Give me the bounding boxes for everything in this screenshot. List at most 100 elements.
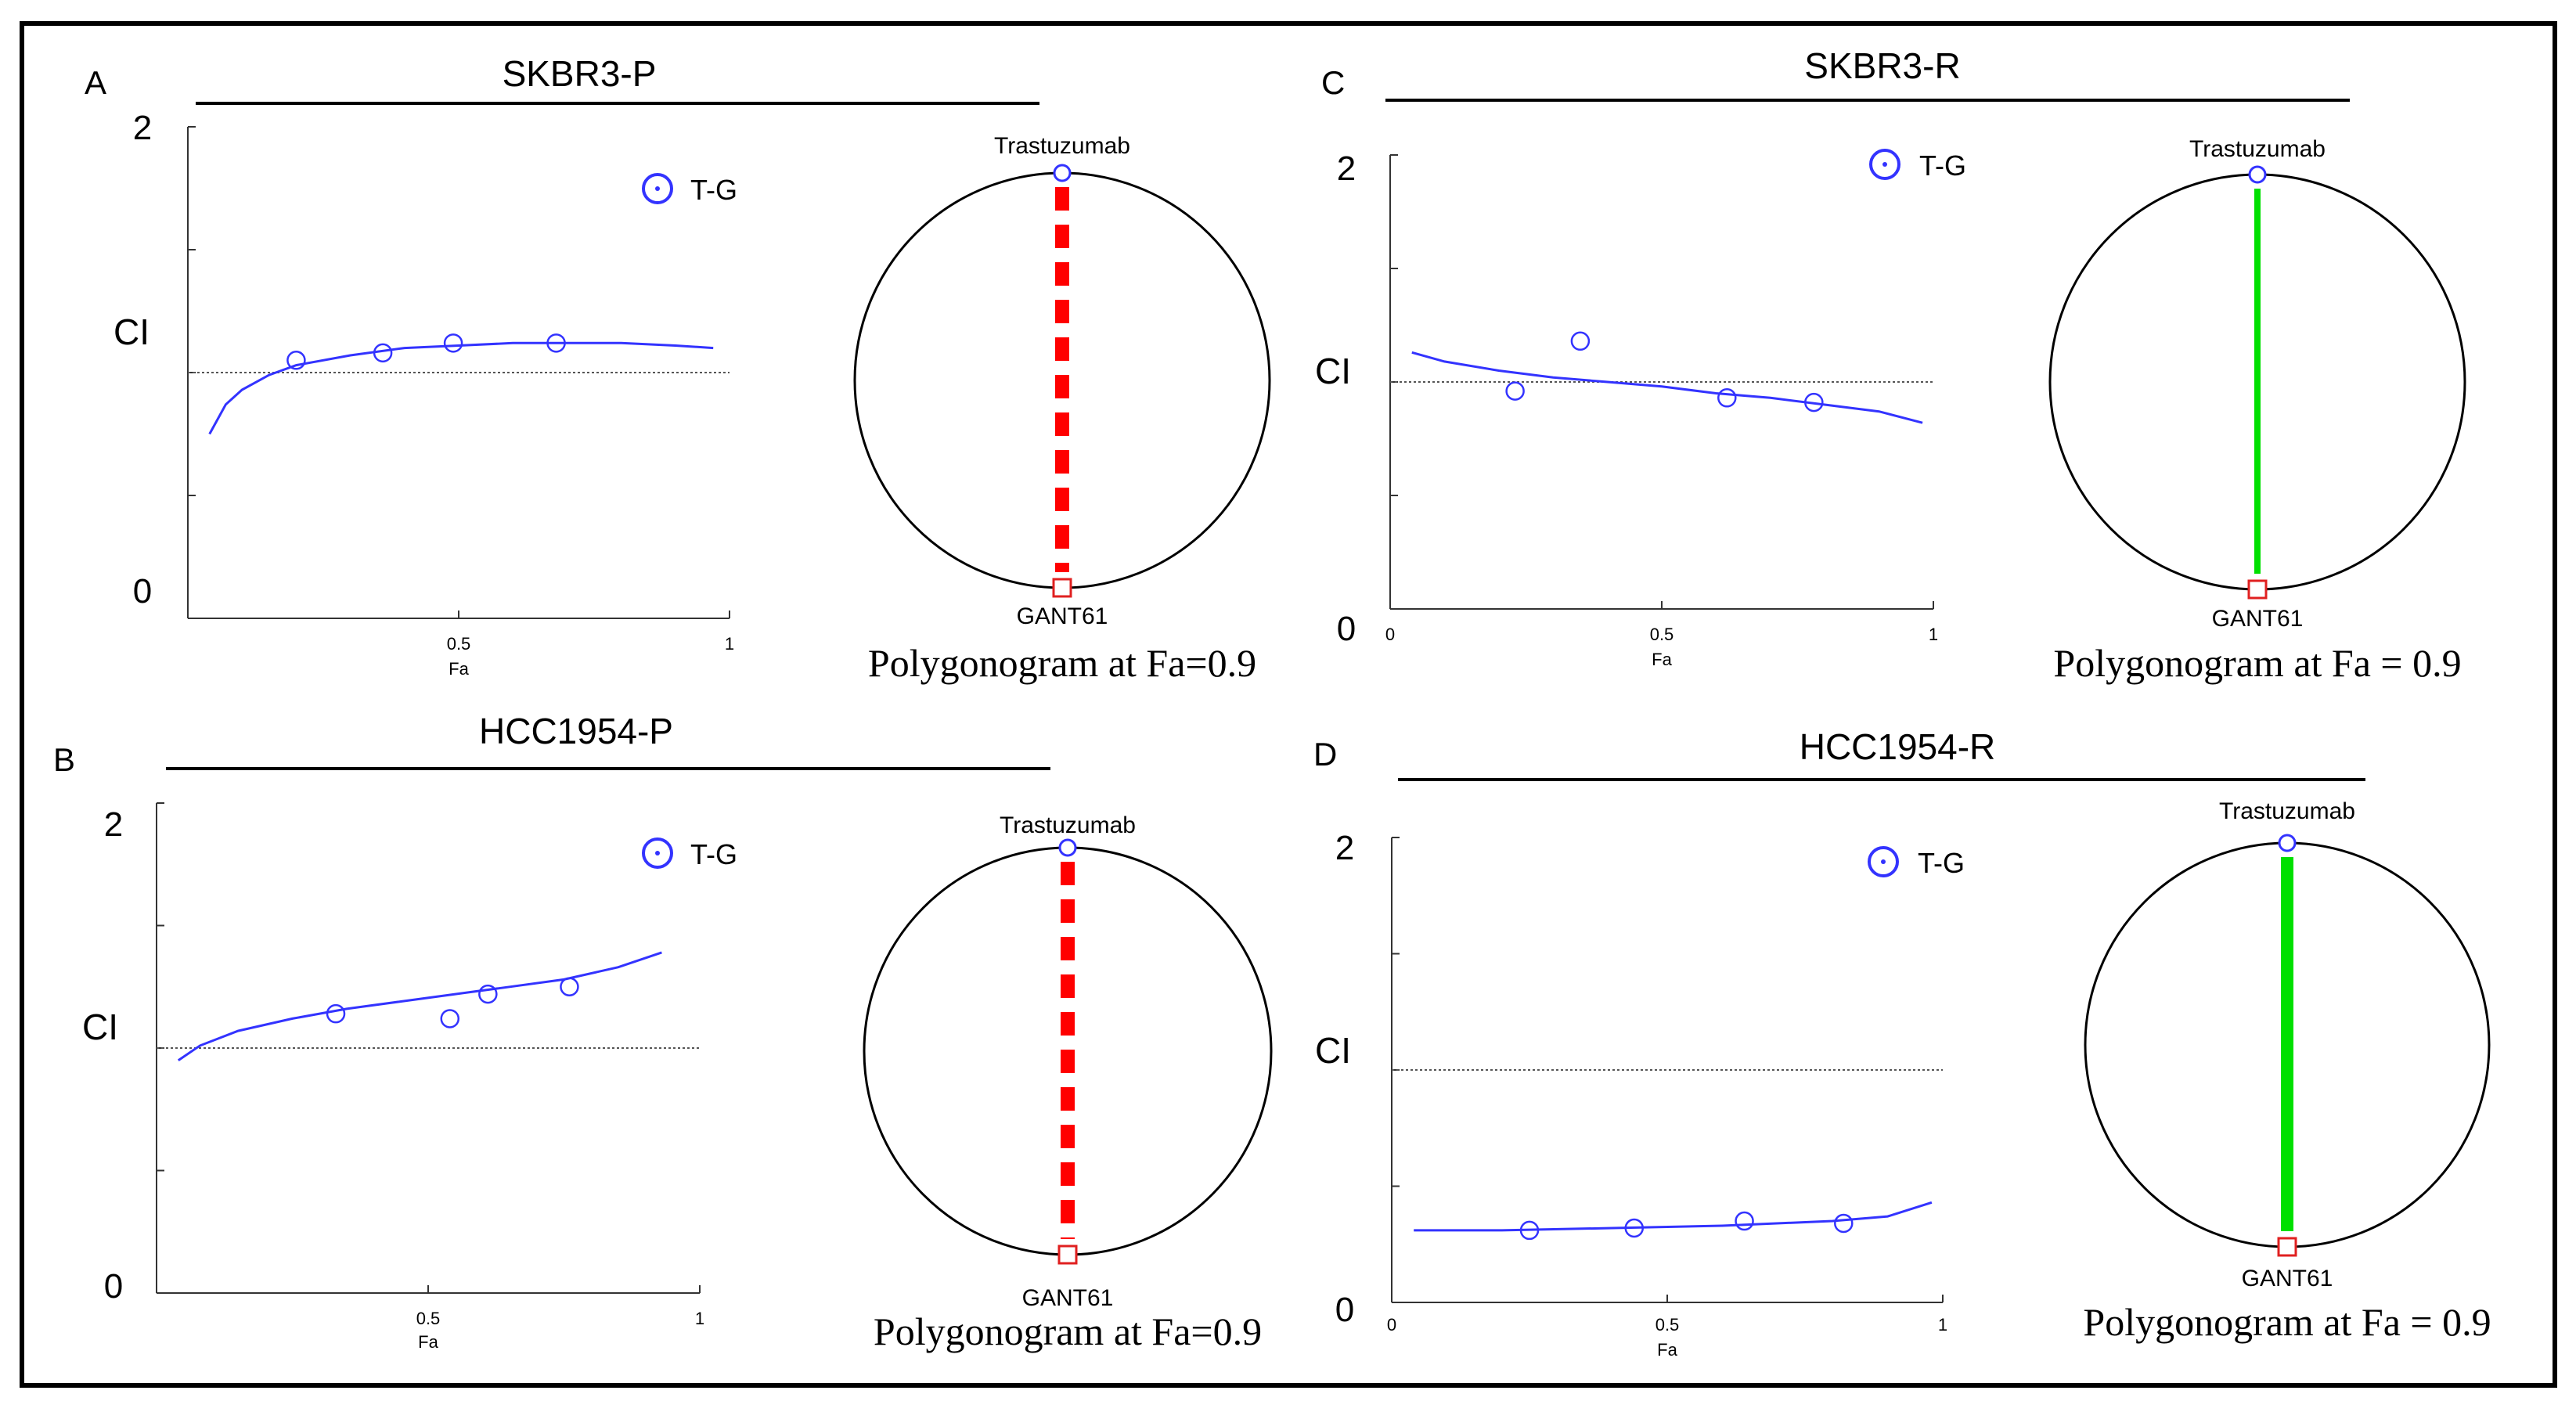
x-tick-label: 0 [1387, 1315, 1396, 1335]
x-axis-label: Fa [449, 659, 469, 679]
panel-letter: A [85, 64, 106, 101]
legend-marker-dot [655, 851, 660, 855]
x-axis-label: Fa [1652, 650, 1672, 669]
gant61-node [1057, 1245, 1078, 1265]
legend-marker-dot [1882, 162, 1887, 167]
polygonogram: Trastuzumab GANT61 Polygonogram at Fa = 0.… [2083, 798, 2491, 1344]
legend-label: T-G [1919, 149, 1966, 182]
panel-d: D HCC1954-R 2 0 CI 0 0.5 1 Fa T-G Trastuzumab GA… [1313, 726, 2491, 1360]
legend-marker [642, 837, 673, 869]
data-point [373, 343, 393, 363]
data-point [1717, 388, 1737, 408]
gant61-node [1052, 578, 1072, 598]
legend-marker [1868, 846, 1899, 877]
x-tick-label: 0.5 [1650, 625, 1674, 644]
data-point [443, 333, 463, 353]
panel-title: HCC1954-P [479, 711, 673, 751]
x-tick-label: 1 [695, 1309, 704, 1328]
x-axis-label: Fa [1657, 1340, 1677, 1360]
y-tick-label: 0 [104, 1267, 123, 1306]
legend-marker-dot [655, 186, 660, 191]
gant61-node [2247, 579, 2268, 600]
fit-curve [1411, 351, 1923, 424]
legend-label: T-G [690, 174, 737, 206]
trastuzumab-node [2248, 165, 2267, 184]
x-tick-label: 0.5 [447, 634, 471, 654]
polygonogram-top-label: Trastuzumab [2189, 136, 2326, 162]
legend-label: T-G [1918, 847, 1965, 879]
y-axis-label: CI [1315, 351, 1351, 391]
legend-label: T-G [690, 838, 737, 870]
legend-marker [1869, 149, 1900, 180]
polygonogram-top-label: Trastuzumab [2219, 798, 2355, 824]
data-point [1735, 1211, 1754, 1231]
data-point [560, 977, 579, 996]
x-tick-label: 1 [1929, 625, 1938, 644]
polygonogram-bottom-label: GANT61 [1022, 1285, 1114, 1311]
trastuzumab-node [2278, 834, 2297, 852]
x-tick-label: 0.5 [416, 1309, 441, 1328]
polygonogram-bottom-label: GANT61 [2212, 606, 2304, 632]
x-tick-label: 1 [725, 634, 734, 654]
panel-title: SKBR3-P [503, 53, 657, 94]
data-point [440, 1009, 460, 1028]
y-tick-label: 0 [133, 572, 152, 611]
x-tick-label: 0.5 [1655, 1315, 1680, 1335]
ci-chart: 2 0 CI 0.5 1 Fa T-G [113, 109, 737, 679]
panel-title: HCC1954-R [1800, 726, 1996, 767]
trastuzumab-node [1053, 164, 1072, 182]
polygonogram-caption: Polygonogram at Fa = 0.9 [2053, 641, 2461, 685]
ci-chart: 2 0 CI 0 0.5 1 Fa T-G [1315, 829, 1965, 1360]
panel-letter: B [53, 741, 75, 778]
data-point [478, 984, 498, 1004]
polygonogram-caption: Polygonogram at Fa=0.9 [868, 641, 1256, 685]
panel-b: B HCC1954-P 2 0 CI 0.5 1 Fa T-G Trastuzumab GAN… [53, 711, 1273, 1353]
y-tick-label: 2 [1335, 829, 1354, 867]
y-axis-label: CI [1315, 1030, 1351, 1071]
data-point [1505, 381, 1525, 401]
panel-c: C SKBR3-R 2 0 CI 0 0.5 1 Fa T-G Trastuzumab GANT… [1315, 45, 2466, 685]
figure-frame [20, 21, 2557, 1388]
data-point [326, 1003, 346, 1024]
y-tick-label: 0 [1335, 1291, 1354, 1329]
polygonogram-bottom-label: GANT61 [2242, 1266, 2333, 1291]
data-point [1834, 1213, 1854, 1234]
y-axis-label: CI [82, 1007, 118, 1047]
panel-letter: C [1321, 64, 1345, 101]
polygonogram-caption: Polygonogram at Fa = 0.9 [2083, 1300, 2491, 1344]
data-point [1804, 392, 1824, 412]
data-point [1519, 1220, 1540, 1241]
panel-letter: D [1313, 736, 1337, 773]
y-axis-label: CI [113, 312, 150, 352]
data-point [546, 333, 566, 353]
fit-curve [1414, 1201, 1933, 1232]
polygonogram-bottom-label: GANT61 [1017, 603, 1108, 629]
ci-chart: 2 0 CI 0 0.5 1 Fa T-G [1315, 149, 1966, 669]
fit-curve [208, 341, 714, 435]
polygonogram: Trastuzumab GANT61 Polygonogram at Fa = 0.… [2048, 136, 2466, 685]
x-axis-label: Fa [418, 1332, 438, 1352]
x-tick-label: 0 [1385, 625, 1395, 644]
legend-marker [642, 173, 673, 204]
polygonogram: Trastuzumab GANT61 Polygonogram at Fa=0.9 [853, 133, 1271, 685]
y-tick-label: 2 [1337, 149, 1356, 188]
ci-chart: 2 0 CI 0.5 1 Fa T-G [82, 802, 737, 1352]
legend-marker-dot [1881, 859, 1886, 864]
data-point [1624, 1218, 1645, 1238]
y-tick-label: 2 [133, 109, 152, 147]
panel-a: A SKBR3-P 2 0 CI 0.5 1 Fa T-G Trastuzumab GANT6… [85, 53, 1271, 685]
polygonogram-caption: Polygonogram at Fa=0.9 [874, 1309, 1262, 1353]
data-point [1570, 331, 1591, 351]
x-tick-label: 1 [1938, 1315, 1947, 1335]
y-tick-label: 2 [104, 805, 123, 844]
polygonogram-top-label: Trastuzumab [1000, 812, 1136, 838]
data-point [286, 351, 306, 370]
fit-curve [177, 951, 662, 1061]
gant61-node [2277, 1237, 2297, 1257]
trastuzumab-node [1058, 838, 1077, 857]
panel-title: SKBR3-R [1804, 45, 1960, 86]
y-tick-label: 0 [1337, 610, 1356, 648]
polygonogram-top-label: Trastuzumab [994, 133, 1130, 159]
